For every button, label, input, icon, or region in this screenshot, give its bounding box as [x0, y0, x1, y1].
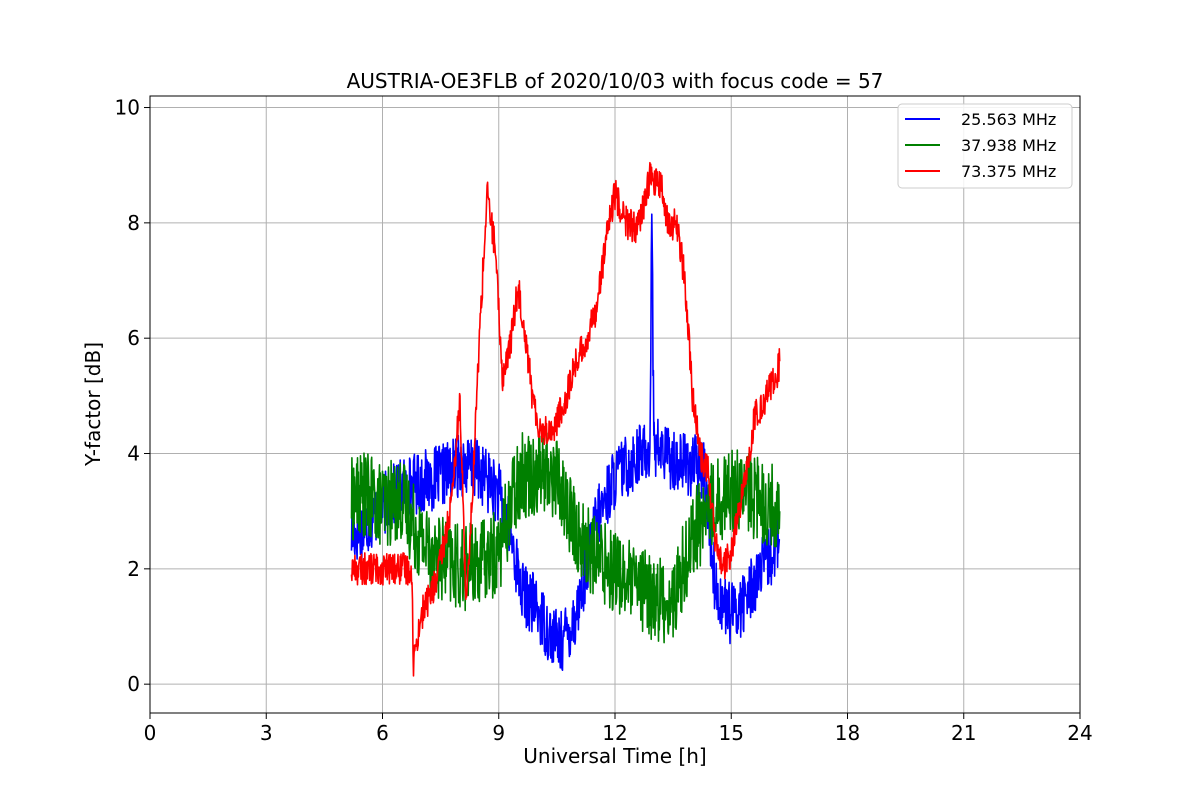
x-tick-label: 18 — [835, 721, 860, 745]
y-tick-label: 2 — [127, 557, 140, 581]
y-tick-label: 6 — [127, 326, 140, 350]
series-line-73375 — [350, 161, 781, 677]
chart-title: AUSTRIA-OE3FLB of 2020/10/03 with focus … — [347, 69, 884, 93]
y-tick-label: 8 — [127, 211, 140, 235]
x-tick-label: 21 — [951, 721, 976, 745]
x-tick-label: 0 — [144, 721, 157, 745]
y-axis: 0 2 4 6 8 10 — [115, 96, 150, 696]
legend-box — [897, 103, 1073, 189]
x-tick-label: 6 — [376, 721, 389, 745]
y-tick-label: 0 — [127, 672, 140, 696]
x-axis: 0 3 6 9 12 15 18 21 24 — [144, 713, 1093, 745]
x-axis-label: Universal Time [h] — [523, 744, 706, 768]
x-tick-label: 3 — [260, 721, 273, 745]
series-layer — [350, 161, 781, 677]
y-tick-label: 10 — [115, 96, 140, 120]
y-axis-label: Y-factor [dB] — [81, 342, 105, 467]
x-tick-label: 12 — [602, 721, 627, 745]
series-line-37938 — [350, 431, 781, 644]
y-tick-label: 4 — [127, 442, 140, 466]
x-tick-label: 9 — [492, 721, 505, 745]
x-tick-label: 15 — [719, 721, 744, 745]
legend-label-73375: 73.375 MHz — [961, 162, 1056, 181]
x-tick-label: 24 — [1067, 721, 1092, 745]
legend: 25.563 MHz 37.938 MHz 73.375 MHz — [897, 103, 1073, 189]
legend-label-25563: 25.563 MHz — [961, 110, 1056, 129]
legend-label-37938: 37.938 MHz — [961, 136, 1056, 155]
